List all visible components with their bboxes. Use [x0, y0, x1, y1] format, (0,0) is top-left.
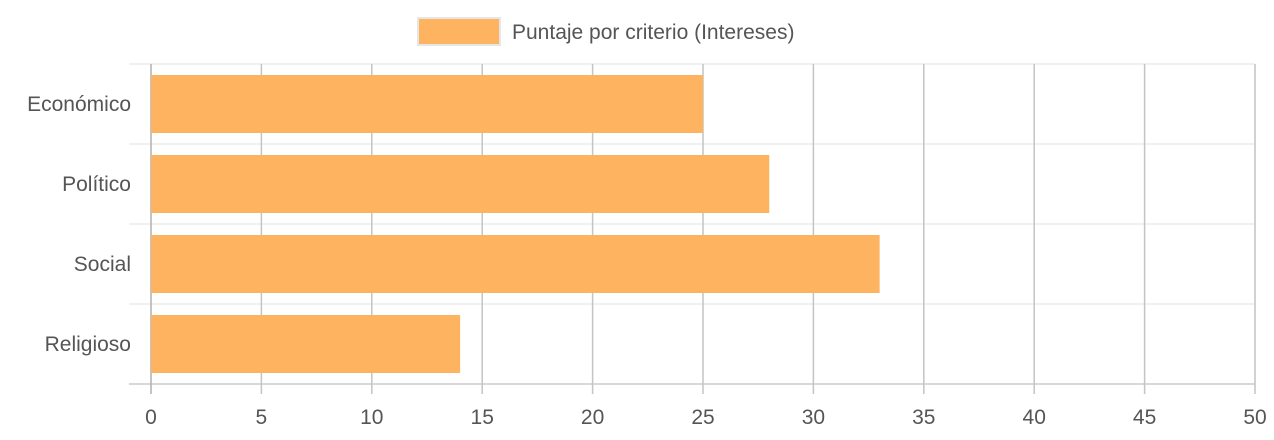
x-tick-label: 35: [912, 406, 935, 429]
legend-swatch: [417, 17, 501, 46]
axis-labels: 0 5 10 15 20 25 30 35 40 45 50 Económico Político Soc…: [27, 93, 1267, 429]
legend[interactable]: Puntaje por criterio (Intereses): [417, 17, 794, 46]
bar[interactable]: [151, 315, 461, 373]
x-tick-label: 5: [256, 406, 268, 429]
x-tick-label: 40: [1023, 406, 1046, 429]
x-tick-label: 45: [1133, 406, 1156, 429]
category-label: Social: [74, 253, 131, 276]
x-tick-label: 25: [691, 406, 714, 429]
x-tick-label: 0: [145, 406, 157, 429]
x-tick-label: 20: [581, 406, 604, 429]
category-label: Religioso: [45, 333, 131, 356]
x-tick-label: 10: [360, 406, 383, 429]
bar[interactable]: [151, 155, 770, 213]
x-tick-label: 15: [471, 406, 494, 429]
bars: [151, 75, 880, 373]
category-label: Económico: [27, 93, 131, 116]
category-label: Político: [62, 173, 131, 196]
bar[interactable]: [151, 235, 880, 293]
x-tick-label: 50: [1243, 406, 1266, 429]
x-tick-label: 30: [802, 406, 825, 429]
bar[interactable]: [151, 75, 703, 133]
legend-label: Puntaje por criterio (Intereses): [512, 21, 794, 44]
